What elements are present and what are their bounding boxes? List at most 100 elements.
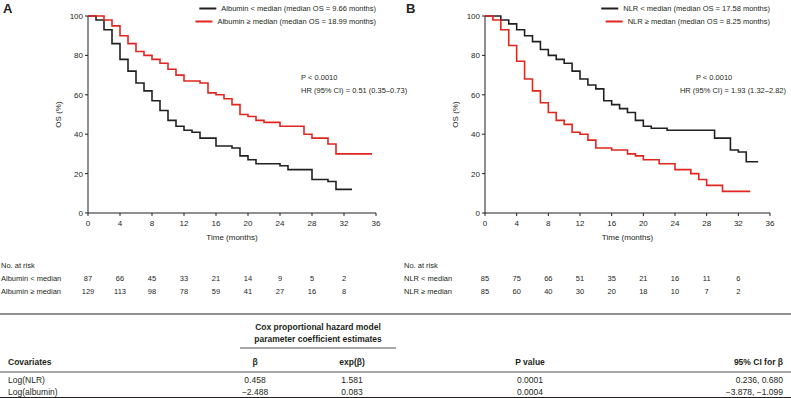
risk-row-label: Albumin ≥ median bbox=[1, 287, 61, 296]
table-cell: −3.878, −1.099 bbox=[726, 387, 783, 397]
y-tick-label: 80 bbox=[471, 51, 480, 60]
x-tick-label: 12 bbox=[180, 219, 189, 228]
y-tick-label: 20 bbox=[74, 170, 83, 179]
table-cell: 0.236, 0.680 bbox=[736, 375, 784, 385]
risk-value: 45 bbox=[148, 274, 156, 283]
risk-value: 16 bbox=[671, 274, 679, 283]
risk-value: 11 bbox=[703, 274, 711, 283]
risk-row-label: NLR < median bbox=[404, 274, 452, 283]
x-tick-label: 4 bbox=[514, 219, 519, 228]
risk-value: 14 bbox=[244, 274, 252, 283]
legend-swatch bbox=[606, 21, 623, 23]
y-tick-label: 100 bbox=[70, 12, 84, 21]
survival-curve bbox=[485, 16, 750, 191]
x-tick-label: 16 bbox=[212, 219, 221, 228]
y-tick bbox=[85, 173, 88, 174]
y-tick-label: 0 bbox=[476, 209, 481, 218]
risk-value: 113 bbox=[114, 287, 126, 296]
x-tick bbox=[770, 213, 771, 216]
x-tick-label: 20 bbox=[639, 219, 648, 228]
x-tick bbox=[643, 213, 644, 216]
x-tick bbox=[120, 213, 121, 216]
x-tick-label: 4 bbox=[118, 219, 123, 228]
annotation: HR (95% CI) = 1.93 (1.32–2.82) bbox=[680, 86, 787, 95]
y-tick bbox=[482, 173, 485, 174]
risk-row-label: NLR ≥ median bbox=[404, 287, 452, 296]
plot-area bbox=[88, 16, 372, 189]
y-tick-label: 60 bbox=[471, 91, 480, 100]
x-tick bbox=[216, 213, 217, 216]
y-tick-label: 80 bbox=[74, 51, 83, 60]
x-tick-label: 32 bbox=[734, 219, 743, 228]
panel: B02040608010004812162024283236Time (mont… bbox=[404, 1, 786, 296]
x-tick bbox=[706, 213, 707, 216]
x-axis bbox=[88, 213, 376, 214]
risk-value: 66 bbox=[116, 274, 124, 283]
y-tick bbox=[482, 16, 485, 17]
y-tick-label: 60 bbox=[74, 91, 83, 100]
y-axis-title: OS (%) bbox=[54, 101, 63, 128]
risk-value: 16 bbox=[308, 287, 316, 296]
annotation: P < 0.0010 bbox=[696, 73, 732, 82]
panel-label: A bbox=[3, 1, 13, 16]
risk-value: 40 bbox=[544, 287, 552, 296]
x-tick-label: 0 bbox=[86, 219, 91, 228]
survival-curve bbox=[88, 16, 372, 154]
risk-value: 10 bbox=[671, 287, 679, 296]
x-tick bbox=[152, 213, 153, 216]
page: {"chart_data": [ {"type": "step", "title… bbox=[0, 0, 791, 398]
legend-label: NLR < median (median OS = 17.58 months) bbox=[623, 4, 770, 13]
x-tick-label: 20 bbox=[244, 219, 253, 228]
y-tick bbox=[482, 134, 485, 135]
column-header: P value bbox=[515, 357, 545, 367]
x-tick bbox=[88, 213, 89, 216]
table-rule bbox=[0, 372, 791, 373]
risk-value: 41 bbox=[244, 287, 252, 296]
risk-value: 21 bbox=[639, 274, 647, 283]
risk-value: 9 bbox=[278, 274, 282, 283]
risk-value: 129 bbox=[82, 287, 95, 296]
cox-table: Cox proportional hazard model parameter c… bbox=[0, 314, 791, 398]
y-tick bbox=[482, 94, 485, 95]
table-cell: 1.581 bbox=[341, 375, 363, 385]
x-tick bbox=[516, 213, 517, 216]
x-tick-label: 16 bbox=[607, 219, 616, 228]
y-tick bbox=[85, 55, 88, 56]
y-tick-label: 0 bbox=[79, 209, 84, 218]
y-tick-label: 100 bbox=[467, 12, 481, 21]
group-header: Cox proportional hazard model bbox=[255, 322, 381, 332]
risk-value: 33 bbox=[180, 274, 188, 283]
x-tick bbox=[548, 213, 549, 216]
table-cell: 0.0001 bbox=[517, 375, 543, 385]
risk-value: 87 bbox=[84, 274, 92, 283]
group-header: parameter coefficient estimates bbox=[254, 334, 382, 344]
risk-value: 66 bbox=[544, 274, 552, 283]
table-rule bbox=[0, 314, 791, 315]
x-tick-label: 24 bbox=[671, 219, 680, 228]
x-tick bbox=[344, 213, 345, 216]
y-axis bbox=[485, 16, 486, 213]
y-tick bbox=[482, 55, 485, 56]
x-tick bbox=[675, 213, 676, 216]
x-tick bbox=[248, 213, 249, 216]
x-tick bbox=[485, 213, 486, 216]
x-tick bbox=[376, 213, 377, 216]
table-cell: 0.083 bbox=[341, 387, 363, 397]
risk-value: 98 bbox=[148, 287, 156, 296]
risk-value: 59 bbox=[212, 287, 220, 296]
risk-value: 27 bbox=[276, 287, 284, 296]
risk-value: 85 bbox=[481, 287, 489, 296]
risk-value: 21 bbox=[212, 274, 220, 283]
risk-value: 75 bbox=[512, 274, 520, 283]
column-header: exp(β) bbox=[339, 357, 365, 367]
annotation: HR (95% CI) = 0.51 (0.35–0.73) bbox=[301, 86, 408, 95]
risk-value: 78 bbox=[180, 287, 188, 296]
x-tick bbox=[580, 213, 581, 216]
x-tick bbox=[611, 213, 612, 216]
x-tick-label: 12 bbox=[576, 219, 585, 228]
x-tick-label: 8 bbox=[546, 219, 551, 228]
table-cell: Log(albumin) bbox=[8, 387, 58, 397]
legend-swatch bbox=[195, 21, 212, 23]
risk-value: 5 bbox=[310, 274, 314, 283]
risk-value: 8 bbox=[342, 287, 346, 296]
